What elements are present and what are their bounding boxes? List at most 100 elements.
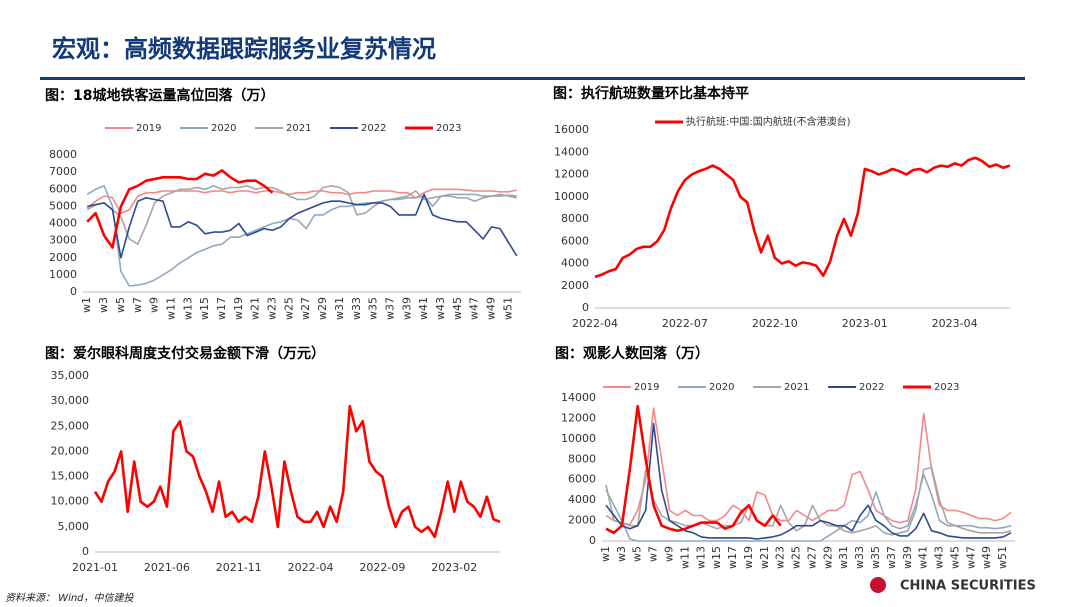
series-line bbox=[87, 193, 518, 259]
x-tick-label: w33 bbox=[350, 297, 363, 320]
title-rule bbox=[40, 77, 1025, 80]
x-tick-label: w15 bbox=[710, 546, 723, 569]
x-tick-label: w35 bbox=[869, 546, 882, 569]
x-tick-label: 2021-11 bbox=[216, 561, 262, 574]
series-line bbox=[605, 404, 782, 535]
x-tick-label: 2022-04 bbox=[572, 317, 618, 330]
logo-text: CHINA SECURITIES bbox=[900, 579, 1036, 594]
x-tick-label: 2021-06 bbox=[144, 561, 190, 574]
y-tick-label: 14000 bbox=[554, 145, 589, 158]
series-line bbox=[86, 185, 517, 287]
x-tick-label: w17 bbox=[726, 546, 739, 569]
y-tick-label: 6000 bbox=[568, 473, 596, 486]
chart-title: 图：爱尔眼科周度支付交易金额下滑（万元） bbox=[45, 345, 325, 362]
legend-label: 2023 bbox=[934, 382, 959, 393]
x-tick-label: w23 bbox=[774, 546, 787, 569]
x-tick-label: w1 bbox=[599, 546, 612, 562]
y-tick-label: 4000 bbox=[568, 493, 596, 506]
series-line bbox=[605, 407, 1012, 526]
x-tick-label: w51 bbox=[996, 546, 1009, 569]
x-tick-label: 2023-04 bbox=[932, 317, 978, 330]
x-tick-label: w7 bbox=[647, 546, 660, 562]
x-tick-label: w37 bbox=[383, 297, 396, 320]
y-tick-label: 2000 bbox=[561, 279, 589, 292]
x-tick-label: w47 bbox=[468, 297, 481, 320]
x-tick-label: w17 bbox=[215, 297, 228, 320]
x-tick-label: w5 bbox=[114, 297, 127, 313]
y-tick-label: 6000 bbox=[49, 182, 77, 195]
y-tick-label: 8000 bbox=[568, 452, 596, 465]
x-tick-label: w13 bbox=[694, 546, 707, 569]
x-tick-label: 2021-01 bbox=[72, 561, 118, 574]
chart-title: 图：18城地铁客运量高位回落（万） bbox=[45, 87, 274, 104]
y-tick-label: 12000 bbox=[554, 168, 589, 181]
y-tick-label: 8000 bbox=[561, 212, 589, 225]
y-tick-label: 15,000 bbox=[51, 470, 90, 483]
y-tick-label: 7000 bbox=[49, 165, 77, 178]
x-tick-label: w19 bbox=[742, 546, 755, 569]
y-tick-label: 10000 bbox=[554, 190, 589, 203]
x-tick-label: w41 bbox=[417, 297, 430, 320]
x-tick-label: 2022-09 bbox=[359, 561, 405, 574]
x-tick-label: w27 bbox=[299, 297, 312, 320]
y-tick-label: 30,000 bbox=[51, 394, 90, 407]
y-tick-label: 0 bbox=[582, 301, 589, 314]
y-tick-label: 14000 bbox=[561, 391, 596, 404]
x-tick-label: w51 bbox=[501, 297, 514, 320]
x-tick-label: w35 bbox=[367, 297, 380, 320]
y-tick-label: 5,000 bbox=[58, 520, 90, 533]
x-tick-label: 2022-10 bbox=[752, 317, 798, 330]
x-tick-label: w49 bbox=[980, 546, 993, 569]
y-tick-label: 6000 bbox=[561, 234, 589, 247]
x-tick-label: w47 bbox=[964, 546, 977, 569]
x-tick-label: w21 bbox=[249, 297, 262, 320]
legend-label: 2021 bbox=[286, 123, 311, 134]
x-tick-label: w15 bbox=[198, 297, 211, 320]
y-tick-label: 3000 bbox=[49, 234, 77, 247]
x-tick-label: w31 bbox=[837, 546, 850, 569]
legend-label: 2019 bbox=[634, 382, 659, 393]
x-tick-label: 2022-07 bbox=[662, 317, 708, 330]
x-tick-label: w43 bbox=[933, 546, 946, 569]
x-tick-label: w3 bbox=[615, 546, 628, 562]
y-tick-label: 5000 bbox=[49, 199, 77, 212]
series-line bbox=[605, 473, 1012, 542]
series-line bbox=[605, 466, 1012, 536]
x-tick-label: w11 bbox=[678, 546, 691, 569]
series-line bbox=[594, 156, 1011, 279]
x-tick-label: w29 bbox=[316, 297, 329, 320]
x-tick-label: w5 bbox=[631, 546, 644, 562]
y-tick-label: 16000 bbox=[554, 123, 589, 136]
x-tick-label: w9 bbox=[148, 297, 161, 313]
y-tick-label: 4000 bbox=[561, 257, 589, 270]
legend-label: 2020 bbox=[709, 382, 734, 393]
x-tick-label: w45 bbox=[451, 297, 464, 320]
y-tick-label: 0 bbox=[82, 545, 89, 558]
legend-label: 2023 bbox=[436, 123, 461, 134]
legend-label: 2022 bbox=[859, 382, 884, 393]
x-tick-label: w31 bbox=[333, 297, 346, 320]
series-line bbox=[605, 422, 1012, 540]
x-tick-label: w29 bbox=[821, 546, 834, 569]
x-tick-label: w9 bbox=[663, 546, 676, 562]
x-tick-label: w49 bbox=[485, 297, 498, 320]
x-tick-label: w39 bbox=[901, 546, 914, 569]
legend-label: 执行航班:中国:国内航班(不含港澳台) bbox=[686, 115, 851, 128]
y-tick-label: 4000 bbox=[49, 217, 77, 230]
chart-title: 图：执行航班数量环比基本持平 bbox=[553, 85, 749, 102]
x-tick-label: 2022-04 bbox=[288, 561, 334, 574]
chart-title: 图：观影人数回落（万） bbox=[555, 345, 709, 362]
x-tick-label: w25 bbox=[790, 546, 803, 569]
y-tick-label: 25,000 bbox=[51, 419, 90, 432]
x-tick-label: w23 bbox=[266, 297, 279, 320]
y-tick-label: 12000 bbox=[561, 411, 596, 424]
x-tick-label: w19 bbox=[232, 297, 245, 320]
legend-label: 2022 bbox=[361, 123, 386, 134]
x-tick-label: 2023-02 bbox=[431, 561, 477, 574]
y-tick-label: 10000 bbox=[561, 432, 596, 445]
series-line bbox=[93, 404, 501, 539]
x-tick-label: w27 bbox=[805, 546, 818, 569]
y-tick-label: 1000 bbox=[49, 268, 77, 281]
x-tick-label: w13 bbox=[181, 297, 194, 320]
